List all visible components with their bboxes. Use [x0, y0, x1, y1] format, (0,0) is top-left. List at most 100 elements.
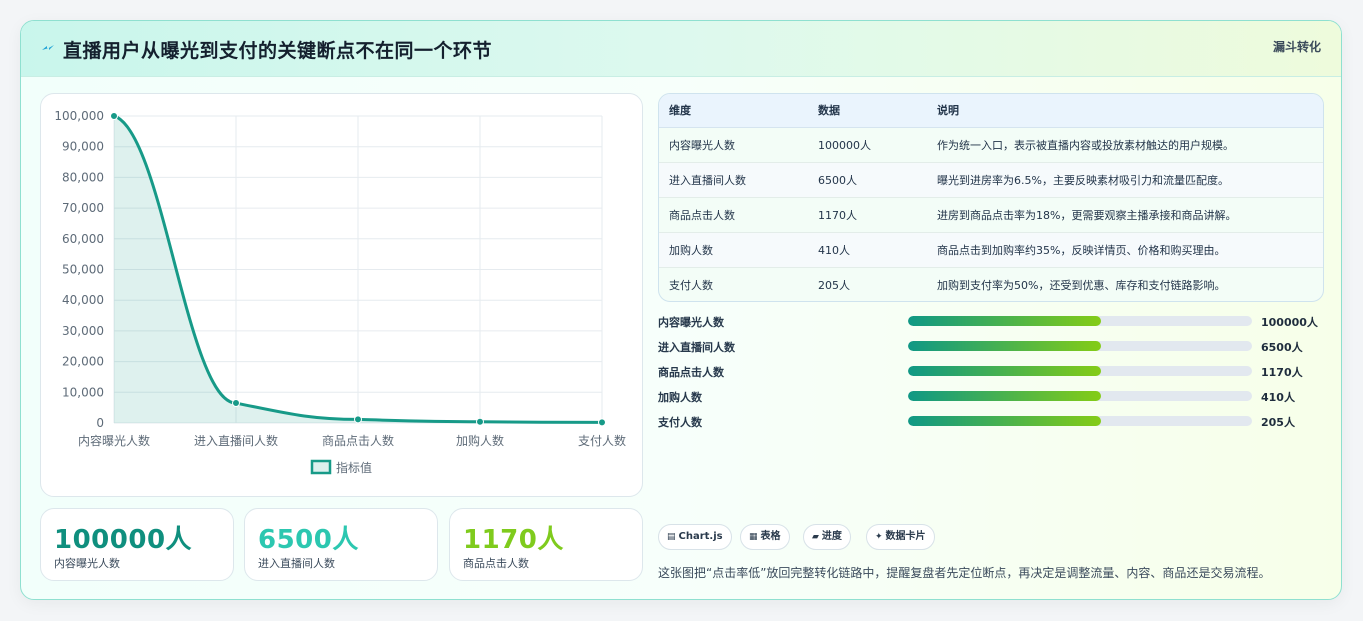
chip-table[interactable]: ▦ 表格: [740, 524, 790, 550]
progress-value: 1170人: [1261, 366, 1303, 379]
progress-row: 支付人数 205人: [658, 411, 1324, 436]
data-point: [232, 399, 240, 408]
y-tick-label: 40,000: [62, 293, 104, 307]
stat-card-exposure: 100000人 内容曝光人数: [40, 508, 234, 581]
progress-row: 商品点击人数 1170人: [658, 361, 1324, 386]
legend-label: 指标值: [336, 460, 372, 475]
table-cell: 支付人数: [669, 278, 713, 292]
x-tick-label: 进入直播间人数: [194, 433, 278, 448]
series-area: [114, 116, 602, 423]
stat-label: 进入直播间人数: [258, 557, 335, 570]
stat-value: 100000人: [54, 525, 193, 555]
table-cell: 205人: [818, 278, 850, 292]
line-chart-panel: 100,000 90,000 80,000 70,000 60,000 50,000 40,…: [40, 93, 643, 497]
progress-fill: [908, 341, 1101, 351]
x-tick-label: 商品点击人数: [322, 433, 394, 448]
column-header-description: 说明: [937, 94, 1323, 128]
progress-fill: [908, 366, 1101, 376]
stat-card-room-entry: 6500人 进入直播间人数: [244, 508, 438, 581]
chip-label: 数据卡片: [885, 531, 926, 542]
data-point: [598, 418, 606, 427]
y-tick-label: 70,000: [62, 201, 104, 215]
progress-track: [908, 391, 1252, 401]
chart-icon: ▤: [667, 532, 676, 542]
stat-value: 6500人: [258, 525, 359, 555]
footnote: 这张图把“点击率低”放回完整转化链路中，提醒复盘者先定位断点，再决定是调整流量、…: [658, 566, 1271, 580]
table-row: 加购人数 410人 商品点击到加购率约35%，反映详情页、价格和购买理由。: [659, 232, 1323, 268]
y-tick-label: 10,000: [62, 385, 104, 399]
y-tick-label: 60,000: [62, 232, 104, 246]
table-header-row: 维度 数据 说明: [659, 94, 1323, 128]
stat-label: 内容曝光人数: [54, 557, 120, 570]
line-chart: 100,000 90,000 80,000 70,000 60,000 50,000 40,…: [54, 109, 626, 475]
table-cell: 410人: [818, 232, 937, 268]
progress-track: [908, 316, 1252, 326]
table-row: 进入直播间人数 6500人 曝光到进房率为6.5%，主要反映素材吸引力和流量匹配…: [659, 162, 1323, 198]
card-header: 直播用户从曝光到支付的关键断点不在同一个环节 漏斗转化: [21, 21, 1341, 77]
page-title: 直播用户从曝光到支付的关键断点不在同一个环节: [63, 40, 493, 62]
progress-label: 进入直播间人数: [658, 341, 735, 354]
table-cell: 6500人: [818, 162, 937, 198]
chip-chartjs[interactable]: ▤ Chart.js: [658, 524, 732, 550]
x-tick-label: 加购人数: [456, 433, 504, 448]
table-icon: ▦: [749, 532, 758, 542]
progress-icon: ▰: [812, 532, 819, 542]
data-point: [110, 112, 118, 120]
table-cell: 进入直播间人数: [659, 162, 818, 198]
table-cell: 曝光到进房率为6.5%，主要反映素材吸引力和流量匹配度。: [937, 162, 1323, 198]
progress-label: 支付人数: [658, 416, 702, 429]
table-row: 商品点击人数 1170人 进房到商品点击率为18%，更需要观察主播承接和商品讲解…: [659, 197, 1323, 233]
progress-fill: [908, 416, 1101, 426]
progress-track: [908, 366, 1252, 376]
data-point: [354, 415, 362, 424]
column-header-dimension: 维度: [659, 94, 818, 128]
data-point: [476, 417, 484, 426]
stat-card-product-click: 1170人 商品点击人数: [449, 508, 643, 581]
lightning-icon: [42, 45, 54, 50]
progress-label: 商品点击人数: [658, 366, 724, 379]
table-cell: 商品点击到加购率约35%，反映详情页、价格和购买理由。: [937, 232, 1323, 268]
y-tick-label: 90,000: [62, 140, 104, 154]
x-tick-label: 内容曝光人数: [78, 433, 150, 448]
y-tick-label: 30,000: [62, 324, 104, 338]
stat-value: 1170人: [463, 525, 564, 555]
y-tick-label: 50,000: [62, 263, 104, 277]
table-cell: 作为统一入口，表示被直播内容或投放素材触达的用户规模。: [937, 127, 1323, 163]
progress-value: 410人: [1261, 391, 1295, 404]
progress-row: 内容曝光人数 100000人: [658, 311, 1324, 336]
x-tick-label: 支付人数: [578, 433, 626, 448]
table-cell: 加购人数: [659, 232, 818, 268]
progress-value: 100000人: [1261, 316, 1318, 329]
progress-row: 加购人数 410人: [658, 386, 1324, 411]
progress-list: 内容曝光人数 100000人 进入直播间人数 6500人 商品点击人数 1170…: [658, 311, 1324, 436]
table-cell: 100000人: [818, 127, 937, 163]
progress-track: [908, 341, 1252, 351]
table-cell: 商品点击人数: [659, 197, 818, 233]
chip-progress[interactable]: ▰ 进度: [803, 524, 851, 550]
chip-label: 表格: [760, 531, 781, 542]
funnel-card: 直播用户从曝光到支付的关键断点不在同一个环节 漏斗转化 100,000 90,00…: [20, 20, 1342, 600]
data-table: 维度 数据 说明 内容曝光人数 100000人 作为统一入口，表示被直播内容或投…: [658, 93, 1324, 302]
table-row: 内容曝光人数 100000人 作为统一入口，表示被直播内容或投放素材触达的用户规…: [659, 127, 1323, 163]
y-tick-label: 20,000: [62, 355, 104, 369]
chip-label: Chart.js: [678, 531, 723, 542]
progress-fill: [908, 391, 1101, 401]
y-tick-label: 0: [96, 416, 104, 430]
legend-swatch: [310, 459, 332, 475]
progress-label: 内容曝光人数: [658, 316, 724, 329]
chip-data-card[interactable]: ✦ 数据卡片: [866, 524, 935, 550]
progress-fill: [908, 316, 1101, 326]
series-line: [113, 114, 603, 424]
stat-label: 商品点击人数: [463, 557, 529, 570]
progress-value: 205人: [1261, 416, 1295, 429]
progress-row: 进入直播间人数 6500人: [658, 336, 1324, 361]
table-row: 支付人数 205人 加购到支付率为50%，还受到优惠、库存和支付链路影响。: [659, 267, 1323, 301]
progress-track: [908, 416, 1252, 426]
column-header-data: 数据: [818, 94, 937, 128]
sparkle-icon: ✦: [875, 532, 883, 542]
table-cell: 内容曝光人数: [659, 127, 818, 163]
y-tick-label: 100,000: [54, 109, 104, 123]
chip-label: 进度: [821, 531, 842, 542]
table-cell: 进房到商品点击率为18%，更需要观察主播承接和商品讲解。: [937, 197, 1323, 233]
progress-value: 6500人: [1261, 341, 1303, 354]
